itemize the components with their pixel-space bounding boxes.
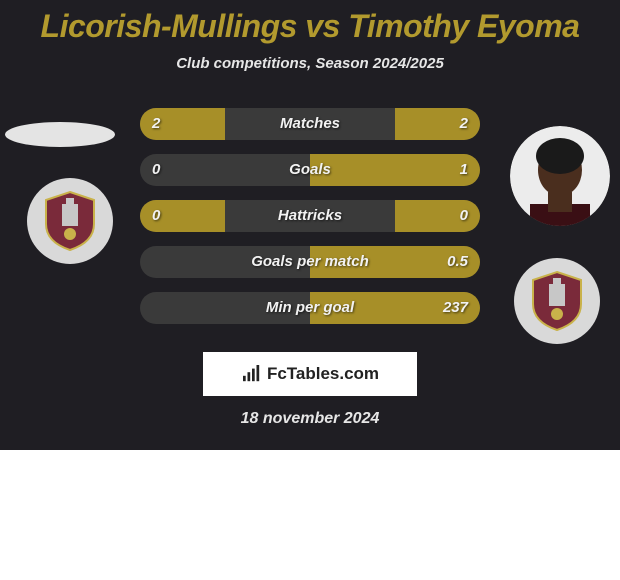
brand-text: FcTables.com xyxy=(267,364,379,384)
page-subtitle: Club competitions, Season 2024/2025 xyxy=(0,55,620,72)
stat-value-right: 0.5 xyxy=(447,246,468,278)
stat-label: Min per goal xyxy=(140,292,480,324)
stat-row: 2 Matches 2 xyxy=(140,108,480,140)
comparison-card: Licorish-Mullings vs Timothy Eyoma Club … xyxy=(0,0,620,450)
stat-value-right: 237 xyxy=(443,292,468,324)
stat-row: 0 Hattricks 0 xyxy=(140,200,480,232)
snapshot-date: 18 november 2024 xyxy=(0,410,620,428)
stat-row: Goals per match 0.5 xyxy=(140,246,480,278)
stat-label: Hattricks xyxy=(140,200,480,232)
stat-value-right: 1 xyxy=(460,154,468,186)
stat-value-right: 2 xyxy=(460,108,468,140)
stats-list: 2 Matches 2 0 Goals 1 0 Hattricks 0 Goal… xyxy=(0,108,620,338)
stat-label: Goals xyxy=(140,154,480,186)
stat-value-right: 0 xyxy=(460,200,468,232)
brand-badge[interactable]: FcTables.com xyxy=(203,352,417,396)
stat-row: 0 Goals 1 xyxy=(140,154,480,186)
stat-label: Goals per match xyxy=(140,246,480,278)
stat-row: Min per goal 237 xyxy=(140,292,480,324)
stat-label: Matches xyxy=(140,108,480,140)
page-title: Licorish-Mullings vs Timothy Eyoma xyxy=(0,0,620,45)
bars-chart-icon xyxy=(241,365,263,383)
